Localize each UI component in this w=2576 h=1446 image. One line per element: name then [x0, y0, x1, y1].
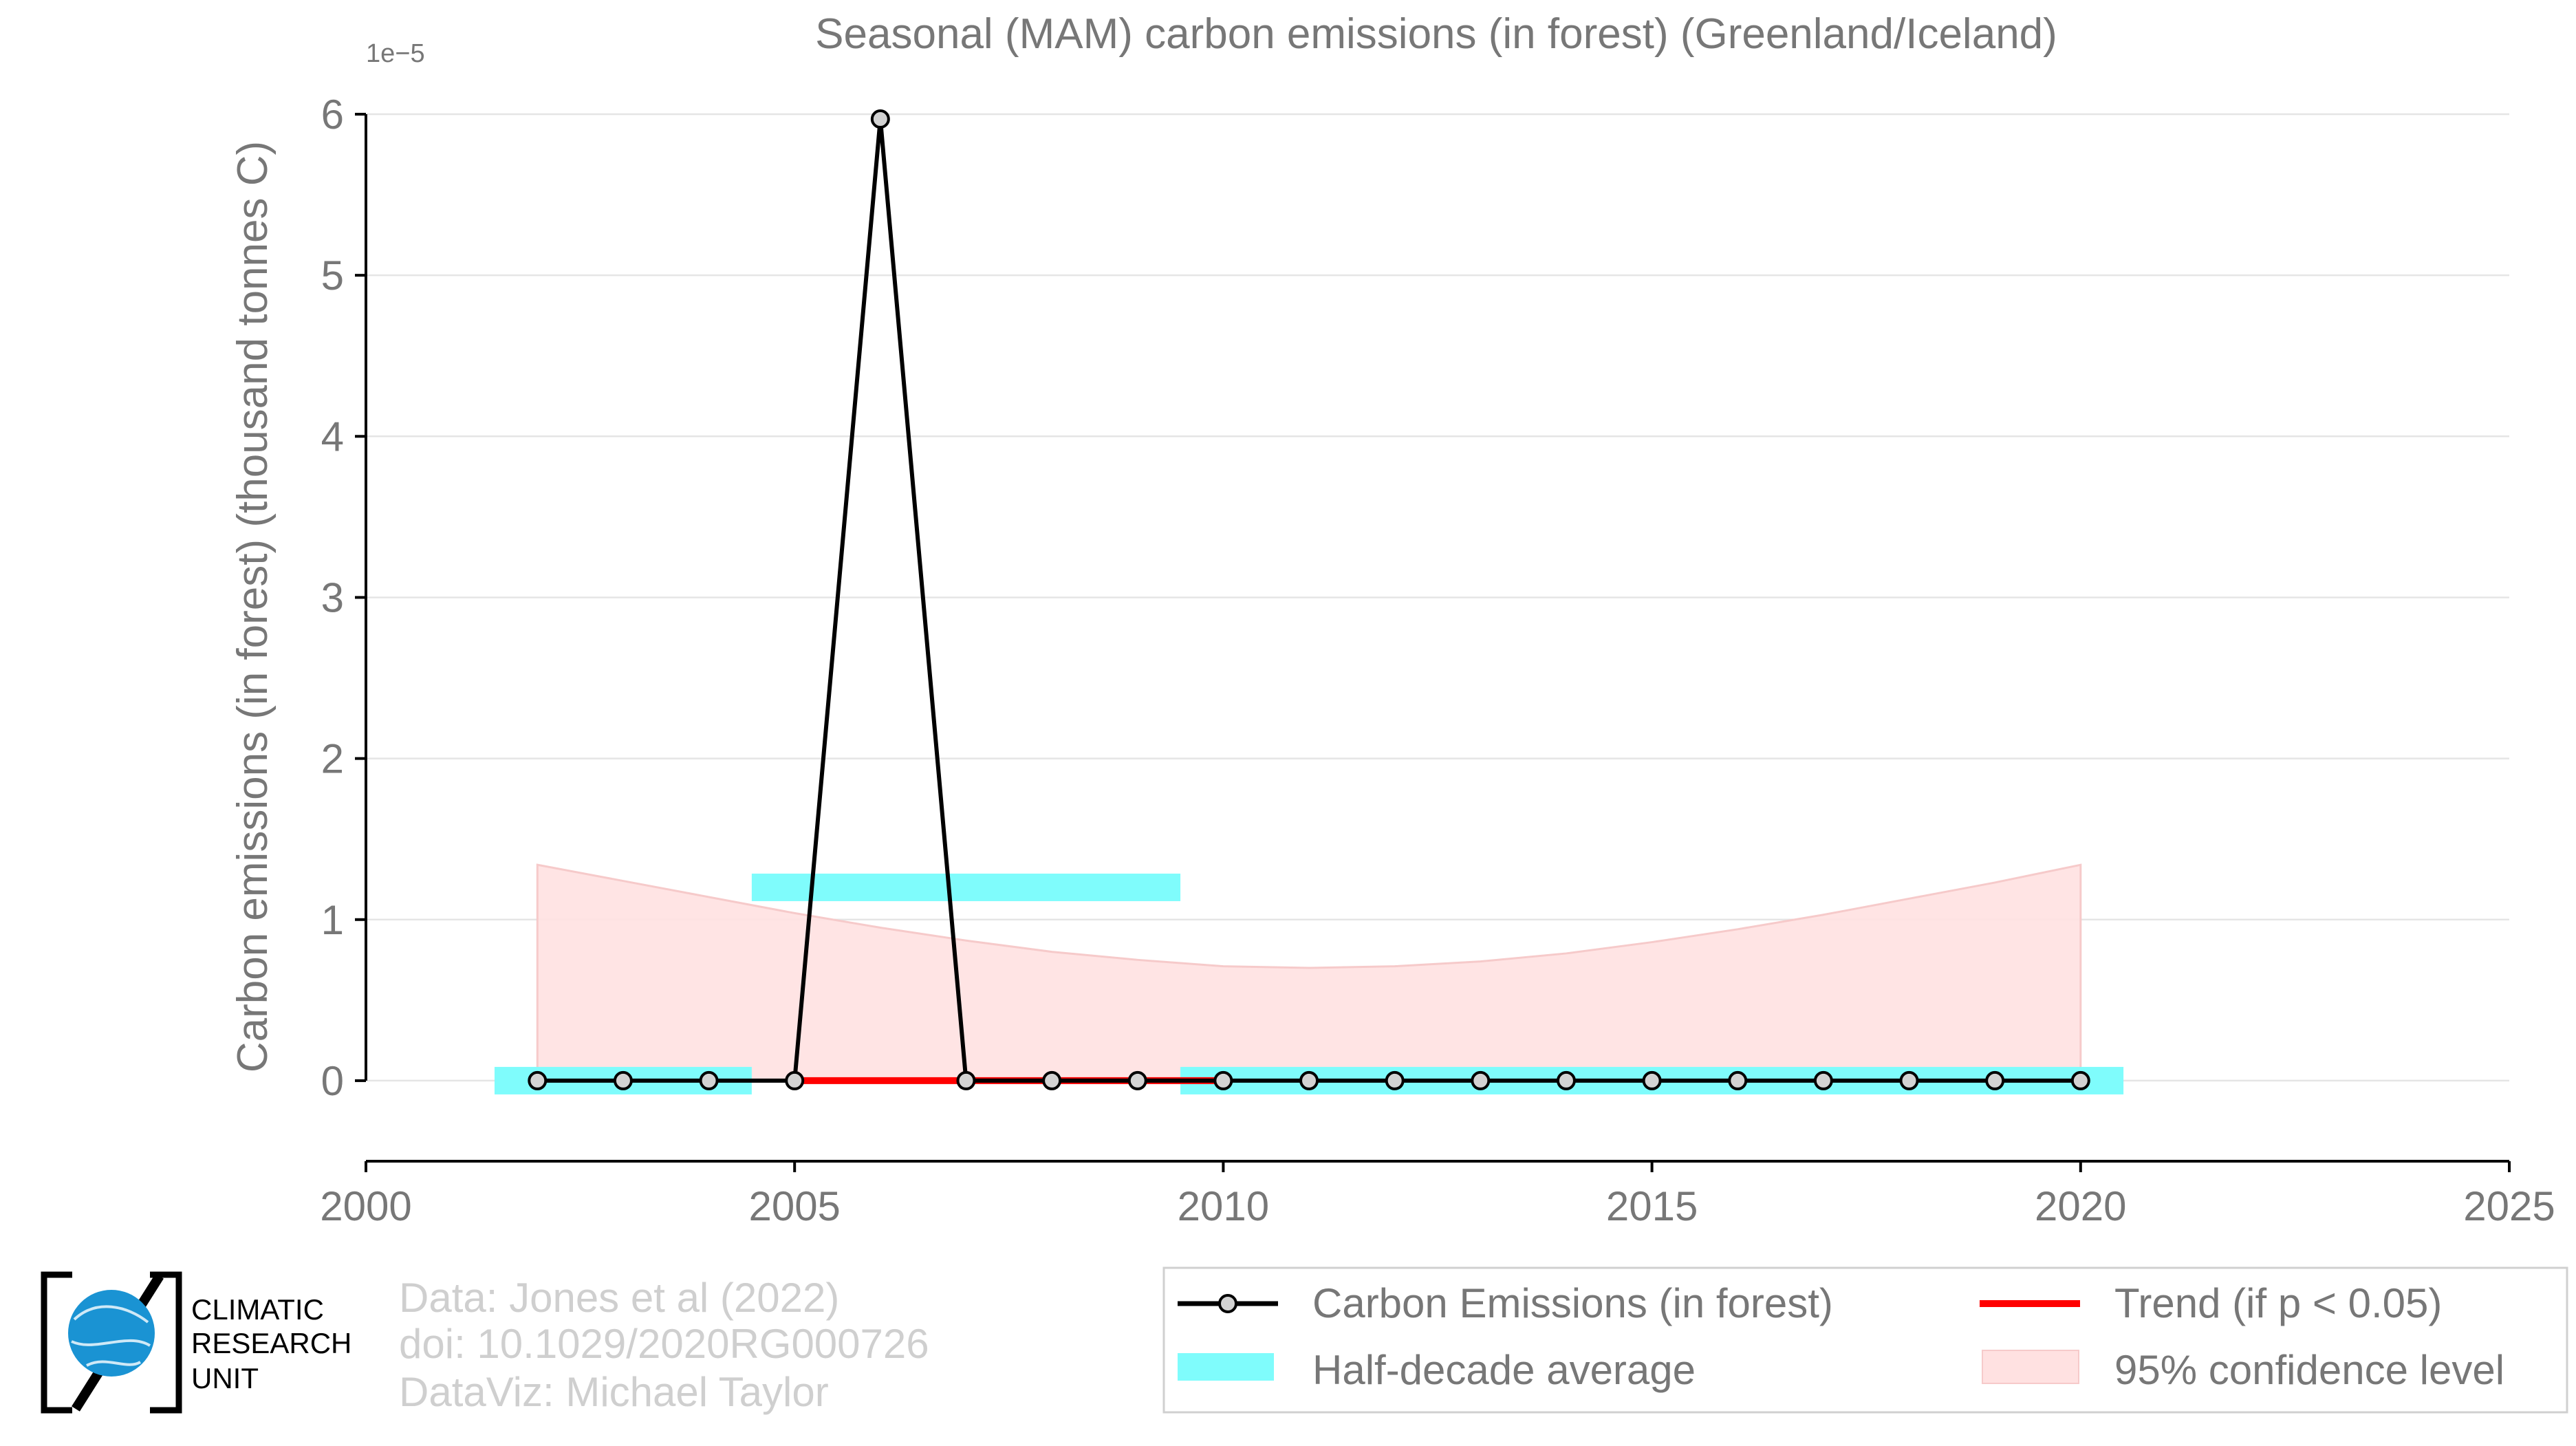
legend-label-trend: Trend (if p < 0.05): [2114, 1280, 2442, 1326]
data-point-2013: [1471, 1070, 1491, 1090]
logo-bracket-left: [41, 1271, 72, 1414]
y-tick-label-2: 2: [321, 736, 344, 782]
y-tick-label-0: 0: [321, 1058, 344, 1104]
data-point-2007: [956, 1070, 976, 1090]
y-tick-label-3: 3: [321, 574, 344, 621]
half-decade-bar-2: [751, 873, 1181, 901]
x-tick-label-2010: 2010: [1178, 1183, 1269, 1229]
legend-label-emissions: Carbon Emissions (in forest): [1312, 1280, 1833, 1326]
data-point-2004: [699, 1070, 719, 1090]
logo-text-line2: RESEARCH: [191, 1327, 352, 1359]
data-point-2016: [1728, 1070, 1748, 1090]
data-point-2006: [870, 109, 890, 129]
logo-text-line3: UNIT: [191, 1362, 259, 1394]
credit-doi: doi: 10.1029/2020RG000726: [399, 1321, 929, 1367]
data-point-2009: [1127, 1070, 1147, 1090]
cru-logo: [41, 1271, 182, 1414]
data-point-2012: [1385, 1070, 1405, 1090]
data-point-2015: [1642, 1070, 1662, 1090]
data-point-2002: [528, 1070, 548, 1090]
x-tick-label-2005: 2005: [748, 1183, 840, 1229]
data-point-2003: [613, 1070, 633, 1090]
credit-dataviz: DataViz: Michael Taylor: [399, 1369, 829, 1415]
credit-data: Data: Jones et al (2022): [399, 1275, 840, 1321]
emissions-markers-layer: [528, 109, 2090, 1090]
data-point-2011: [1299, 1070, 1319, 1090]
data-point-2017: [1813, 1070, 1833, 1090]
data-point-2014: [1556, 1070, 1576, 1090]
y-scale-label: 1e−5: [366, 39, 425, 68]
legend-label-confidence: 95% confidence level: [2114, 1347, 2504, 1393]
x-tick-label-2000: 2000: [320, 1183, 411, 1229]
data-point-2005: [785, 1070, 805, 1090]
data-point-2008: [1042, 1070, 1062, 1090]
logo-bracket-right: [150, 1271, 182, 1414]
logo-globe-swirl: [71, 1305, 151, 1367]
y-tick-label-4: 4: [321, 413, 344, 460]
y-tick-label-5: 5: [321, 252, 344, 299]
x-tick-label-2015: 2015: [1606, 1183, 1698, 1229]
axes-layer: 0 1 2 3 4 5 6 2000 2005 2010 2015 2020 2025: [320, 91, 2555, 1229]
legend-label-half-decade: Half-decade average: [1312, 1347, 1696, 1393]
legend-frame: [1162, 1266, 2568, 1414]
legend: Carbon Emissions (in forest) Trend (if p…: [1162, 1266, 2568, 1414]
chart-title: Seasonal (MAM) carbon emissions (in fore…: [815, 10, 2057, 58]
y-tick-label-1: 1: [321, 897, 344, 943]
legend-symbol-confidence: [1982, 1350, 2079, 1384]
x-tick-label-2025: 2025: [2463, 1183, 2555, 1229]
logo-text-line1: CLIMATIC: [191, 1293, 324, 1326]
legend-marker-emissions: [1218, 1294, 1237, 1313]
x-tick-label-2020: 2020: [2035, 1183, 2126, 1229]
data-point-2010: [1213, 1070, 1233, 1090]
y-tick-label-6: 6: [321, 91, 344, 138]
data-point-2018: [1899, 1070, 1919, 1090]
y-axis-label: Carbon emissions (in forest) (thousand t…: [229, 141, 277, 1072]
legend-symbol-half-decade: [1178, 1353, 1274, 1381]
data-point-2019: [1985, 1070, 2005, 1090]
data-point-2020: [2070, 1070, 2090, 1090]
